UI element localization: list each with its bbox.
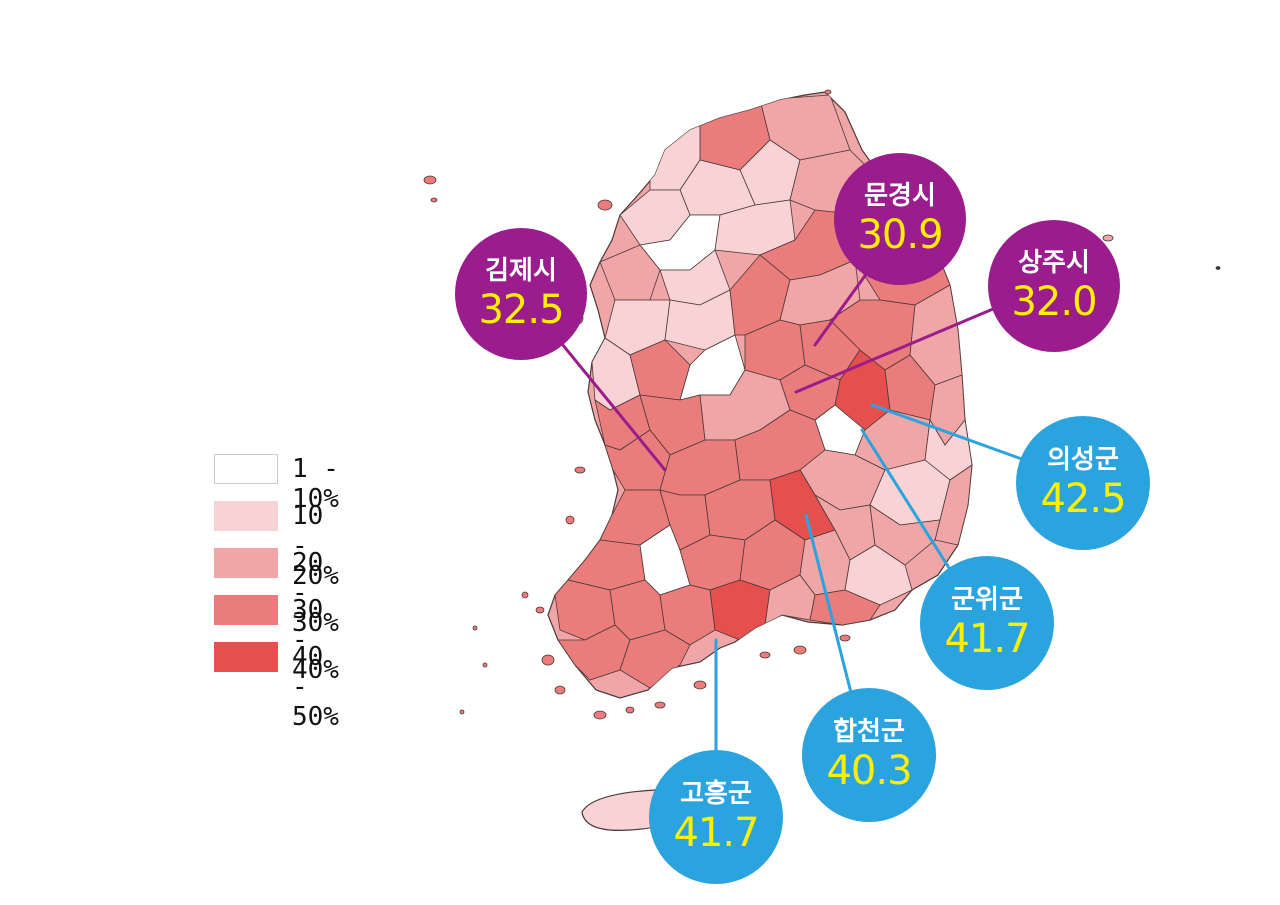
callout-name: 고흥군: [680, 779, 752, 809]
callout-name: 문경시: [864, 181, 936, 211]
callout-value: 41.7: [944, 616, 1030, 662]
legend-swatch: [214, 595, 278, 625]
callout-gunwi: 군위군 41.7: [920, 556, 1054, 690]
legend-label: 20 - 30%: [292, 548, 339, 638]
callout-value: 32.5: [478, 287, 564, 333]
callout-goheung: 고흥군 41.7: [649, 750, 783, 884]
legend-label: 1 - 10%: [292, 454, 339, 514]
legend-swatch: [214, 548, 278, 578]
callout-sangju: 상주시 32.0: [988, 220, 1120, 352]
callout-value: 30.9: [857, 212, 943, 258]
legend-swatch: [214, 501, 278, 531]
callout-hapcheon: 합천군 40.3: [802, 688, 936, 822]
callout-name: 의성군: [1047, 445, 1119, 475]
legend-label: 10 - 20%: [292, 501, 339, 591]
legend-swatch: [214, 454, 278, 484]
callout-name: 군위군: [951, 585, 1023, 615]
districts: [554, 94, 972, 689]
callout-value: 40.3: [826, 748, 912, 794]
callout-value: 32.0: [1011, 279, 1097, 325]
callout-gimje: 김제시 32.5: [455, 228, 587, 360]
callout-name: 합천군: [833, 717, 905, 747]
callout-value: 41.7: [673, 810, 759, 856]
legend-label: 30 - 40%: [292, 595, 339, 685]
callout-uiseong: 의성군 42.5: [1016, 416, 1150, 550]
callout-name: 김제시: [485, 256, 557, 286]
callout-name: 상주시: [1018, 248, 1090, 278]
legend-label: 40 - 50%: [292, 642, 339, 732]
callout-mungyeong: 문경시 30.9: [834, 153, 966, 285]
callout-value: 42.5: [1040, 476, 1126, 522]
legend-swatch: [214, 642, 278, 672]
